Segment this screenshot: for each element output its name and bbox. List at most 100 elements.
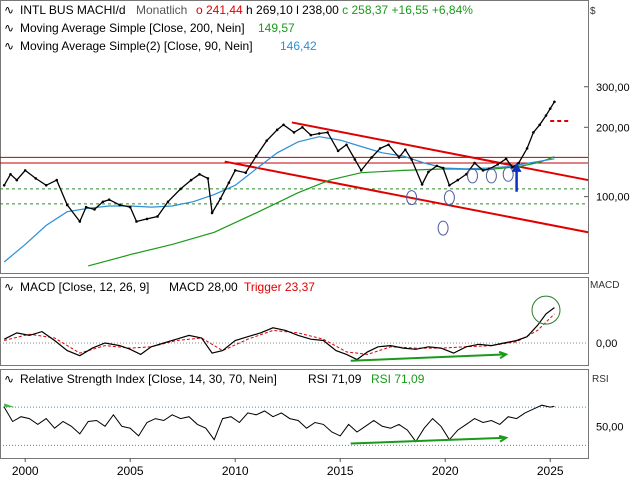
price-point [496, 163, 500, 166]
trigger-value: Trigger 23,37 [244, 280, 315, 294]
price-point [107, 198, 111, 201]
price-point [532, 131, 535, 134]
legend-icon: ∿ [4, 3, 14, 17]
swing-low-marker [443, 190, 455, 206]
price-point [128, 205, 132, 209]
price-point [410, 158, 413, 161]
channel-upper-line [291, 121, 589, 182]
rsi-divergence-line [350, 436, 507, 445]
price-point [553, 100, 556, 104]
price-point [219, 197, 222, 200]
macd-highlight-circle [531, 295, 561, 325]
swing-low-marker [437, 220, 449, 236]
swing-low-marker [485, 168, 497, 184]
ma1-value: 149,57 [258, 21, 295, 35]
panel-frame [0, 369, 589, 459]
panel-frames [0, 0, 589, 459]
price-point [292, 131, 296, 134]
price-point [353, 158, 357, 161]
ma2-label: Moving Average Simple(2) [Close, 90, Nei… [20, 39, 253, 53]
x-tick-label: 2025 [537, 464, 564, 478]
price-point [2, 183, 6, 187]
price-point [359, 169, 363, 172]
price-point [317, 132, 321, 135]
price-point [101, 200, 105, 204]
price-point [65, 203, 69, 207]
price-point [504, 157, 508, 161]
ohlc-item: c 258,37 [339, 3, 389, 17]
price-tick-label: 300,00 [596, 82, 630, 94]
ohlc-item: +6,84% [429, 3, 474, 17]
price-point [511, 166, 514, 169]
swing-low-marker [467, 168, 478, 184]
price-point [404, 148, 407, 151]
ohlc-item: h 269,10 [243, 3, 293, 17]
price-point [206, 177, 210, 180]
ma1-label: Moving Average Simple [Close, 200, Nein] [20, 21, 245, 35]
buy-arrow-head [511, 162, 522, 172]
price-point [15, 178, 19, 182]
swing-low-marker [406, 190, 418, 206]
price-point [55, 178, 58, 182]
rsi-panel [0, 403, 588, 446]
price-point [548, 107, 552, 110]
price-point [464, 173, 468, 176]
price-point [336, 149, 340, 153]
price-point [275, 128, 279, 132]
macd-panel [0, 295, 588, 362]
price-point [326, 131, 329, 134]
price-point [34, 177, 37, 180]
ohlc-readout: o 241,44 h 269,10 l 238,00 c 258,37 +16,… [196, 3, 473, 17]
x-tick-label: 2000 [12, 464, 39, 478]
divergence-arrow [498, 350, 509, 360]
macd-icon: ∿ [4, 280, 14, 294]
trigger-line [4, 313, 555, 355]
rsi-line [3, 404, 555, 443]
price-point [309, 133, 313, 137]
macd-value: MACD 28,00 [169, 280, 238, 294]
macd-legend: ∿ MACD [Close, 12, 26, 9] MACD 28,00 Tri… [4, 280, 619, 294]
price-point [179, 187, 182, 191]
rsi-overbought-fill [4, 403, 15, 408]
x-tick-label: 2010 [222, 464, 249, 478]
macd-tick-label: 0,00 [596, 338, 617, 350]
price-point [456, 178, 460, 182]
price-point [156, 215, 159, 218]
rsi-params: Relative Strength Index [Close, 14, 30, … [20, 372, 277, 386]
price-point [387, 143, 390, 147]
price-point [145, 217, 149, 221]
price-tick-label: 100,00 [596, 192, 630, 204]
x-tick-label: 2020 [432, 464, 459, 478]
period-label: Monatlich [136, 3, 187, 17]
ma2-value: 146,42 [280, 39, 317, 53]
price-point [84, 205, 88, 209]
price-point [227, 181, 231, 184]
rsi-value-2: RSI 71,09 [371, 372, 425, 386]
x-tick-label: 2005 [117, 464, 144, 478]
macd-line [3, 307, 555, 361]
price-point [244, 171, 247, 175]
price-point [473, 161, 476, 165]
price-tick-label: 200,00 [596, 122, 630, 134]
rsi-tick-label: 50,00 [596, 421, 624, 433]
panel-frame [0, 0, 589, 274]
ma90-line [3, 136, 555, 263]
currency-label: $ [590, 6, 596, 17]
price-point [118, 203, 121, 207]
price-point [517, 161, 520, 165]
price-point [435, 164, 439, 168]
price-point [78, 220, 82, 223]
price-point [525, 147, 529, 150]
price-point [254, 154, 258, 158]
price-point [210, 211, 214, 215]
price-point [233, 169, 237, 172]
x-tick-label: 2015 [327, 464, 354, 478]
symbol-label: INTL BUS MACHI/d [20, 3, 126, 17]
price-point [93, 208, 96, 211]
ohlc-item: +16,55 [388, 3, 429, 17]
rsi-icon: ∿ [4, 372, 14, 386]
axis-labels: 100,00 200,00 300,00 0,00 50,00 2000 2005 2010 2… [12, 82, 630, 478]
price-point [378, 147, 382, 150]
panel-frame [0, 277, 589, 366]
